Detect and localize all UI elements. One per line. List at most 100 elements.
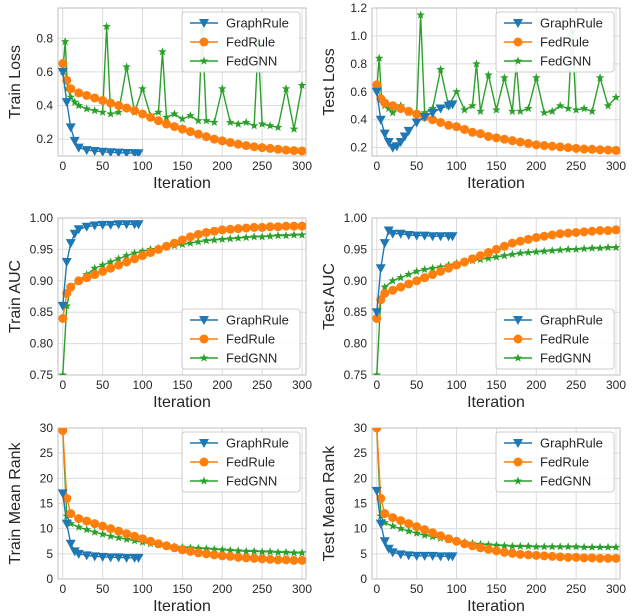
plot-frame bbox=[371, 427, 621, 580]
fedgnn-point bbox=[492, 105, 501, 114]
fedrule-point bbox=[249, 222, 259, 232]
graphrule-point bbox=[411, 118, 422, 128]
y-tick-label: 0.80 bbox=[30, 337, 54, 351]
fedrule-point bbox=[531, 550, 541, 560]
fedrule-point bbox=[460, 124, 470, 134]
fedrule-point bbox=[233, 139, 243, 149]
fedgnn-point bbox=[603, 243, 613, 252]
y-tick-label: 0.85 bbox=[30, 305, 54, 319]
fedrule-point bbox=[523, 550, 533, 560]
plot-area bbox=[58, 428, 306, 565]
legend-marker-fedgnn bbox=[199, 56, 209, 65]
fedgnn-point bbox=[66, 92, 76, 101]
fedgnn-point bbox=[500, 541, 509, 550]
x-tick-label: 0 bbox=[59, 378, 66, 392]
fedrule-point bbox=[571, 227, 581, 237]
fedgnn-point bbox=[106, 109, 115, 118]
x-tick-label: 0 bbox=[59, 582, 66, 596]
graphrule-point bbox=[65, 539, 76, 549]
x-tick-label: 200 bbox=[526, 159, 546, 173]
graphrule-point bbox=[58, 489, 68, 499]
fedgnn-point bbox=[436, 262, 445, 271]
graphrule-point bbox=[113, 553, 124, 563]
y-tick-label: 5 bbox=[46, 547, 53, 561]
fedrule-point bbox=[412, 109, 422, 119]
fedrule-point bbox=[153, 244, 163, 254]
y-tick-label: 20 bbox=[40, 471, 54, 485]
y-tick-label: 30 bbox=[354, 421, 368, 435]
fedgnn-point bbox=[202, 236, 211, 245]
x-tick-label: 300 bbox=[606, 378, 626, 392]
x-tick-label: 200 bbox=[526, 582, 546, 596]
fedrule-point bbox=[138, 534, 148, 544]
fedrule-point bbox=[225, 138, 235, 148]
graphrule-point bbox=[435, 552, 446, 562]
x-axis-label: Iteration bbox=[467, 175, 525, 192]
graphrule-point bbox=[395, 550, 406, 560]
fedgnn-point bbox=[388, 521, 398, 530]
fedgnn-point bbox=[508, 249, 517, 259]
fedrule-point bbox=[388, 101, 398, 111]
fedgnn-point bbox=[500, 251, 509, 260]
fedrule-point bbox=[571, 552, 581, 562]
fedrule-point bbox=[603, 145, 613, 155]
fedgnn-point bbox=[82, 525, 91, 534]
fedgnn-point bbox=[74, 101, 84, 110]
fedgnn-point bbox=[595, 73, 605, 82]
fedgnn-point bbox=[210, 117, 219, 126]
graphrule-point bbox=[133, 553, 144, 563]
fedrule-point bbox=[452, 536, 462, 546]
fedrule-point bbox=[515, 137, 525, 147]
fedrule-point bbox=[523, 138, 533, 148]
x-axis-label: Iteration bbox=[467, 394, 525, 411]
fedgnn-point bbox=[611, 92, 620, 101]
fedrule-point bbox=[177, 124, 187, 134]
fedrule-point bbox=[257, 554, 267, 564]
fedgnn-point bbox=[603, 542, 613, 551]
fedgnn-point bbox=[273, 231, 283, 240]
fedrule-point bbox=[265, 222, 275, 232]
fedgnn-point bbox=[428, 263, 437, 272]
fedrule-point bbox=[579, 553, 589, 563]
graphrule-point bbox=[69, 229, 80, 239]
fedgnn-point bbox=[102, 22, 111, 31]
fedrule-point bbox=[225, 224, 235, 234]
fedgnn-point bbox=[210, 544, 219, 553]
graphrule-point bbox=[375, 115, 386, 125]
fedgnn-point bbox=[611, 542, 620, 551]
fedrule-point bbox=[428, 528, 438, 538]
fedrule-point bbox=[62, 493, 72, 503]
graphrule-point bbox=[387, 229, 398, 239]
fedgnn-point bbox=[130, 248, 139, 257]
fedrule-point bbox=[491, 133, 501, 143]
y-tick-label: 0.90 bbox=[30, 274, 54, 288]
x-axis-label: Iteration bbox=[153, 175, 211, 192]
fedgnn-point bbox=[531, 247, 541, 256]
fedrule-point bbox=[265, 554, 275, 564]
legend-marker-fedrule bbox=[199, 334, 209, 344]
legend-marker-graphrule bbox=[199, 316, 209, 325]
x-axis-label: Iteration bbox=[153, 394, 211, 411]
fedrule-point bbox=[436, 266, 446, 276]
fedrule-point bbox=[460, 257, 470, 267]
legend: GraphRule FedRule FedGNN bbox=[495, 308, 615, 370]
fedrule-point bbox=[603, 226, 613, 236]
x-tick-label: 100 bbox=[447, 378, 467, 392]
fedrule-point bbox=[161, 541, 171, 551]
fedgnn-point bbox=[178, 114, 187, 123]
fedgnn-point bbox=[555, 101, 565, 110]
fedgnn-point bbox=[210, 235, 219, 244]
graphrule-point bbox=[427, 108, 438, 118]
fedrule-point bbox=[201, 549, 211, 559]
graphrule-point bbox=[447, 100, 458, 110]
fedrule-point bbox=[281, 555, 291, 565]
legend: GraphRule FedRule FedGNN bbox=[495, 11, 615, 73]
fedrule-point bbox=[217, 225, 227, 235]
fedrule-point bbox=[428, 270, 438, 280]
legend-label-fedgnn: FedGNN bbox=[540, 54, 591, 69]
fedgnn-point bbox=[571, 105, 581, 114]
fedrule-point bbox=[297, 221, 306, 231]
fedrule-point bbox=[507, 548, 517, 558]
fedrule-point bbox=[483, 131, 493, 141]
